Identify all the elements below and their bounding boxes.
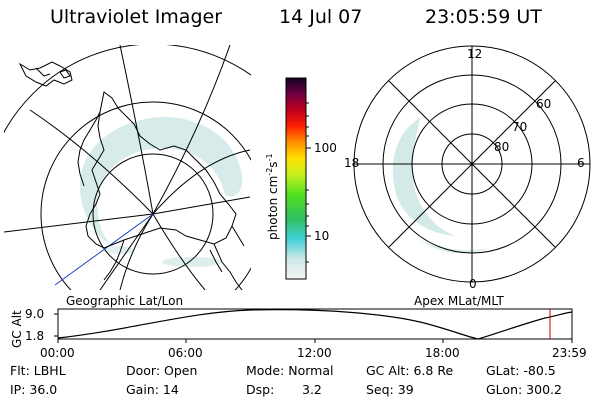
altitude-xtick-0600: 06:00: [168, 346, 203, 360]
date-label: 14 Jul 07: [279, 6, 363, 28]
info-dsp-value: 3.2: [302, 382, 322, 397]
colorbar-unit-label: photon cm-2s-1: [265, 153, 280, 240]
instrument-title: Ultraviolet Imager: [50, 6, 223, 28]
info-ip: IP: 36.0: [10, 382, 58, 397]
altitude-ytick-1-8: 1.8: [25, 329, 45, 343]
info-filter: Flt: LBHL: [10, 363, 66, 378]
colorbar-tick-100: 100: [314, 141, 337, 155]
aurora-oval-left: [79, 117, 243, 267]
mlt-label-18: 18: [344, 156, 360, 170]
unit-photon-cm: photon cm: [266, 175, 280, 240]
geographic-map: [4, 45, 251, 290]
altitude-xtick-2359: 23:59: [552, 346, 587, 360]
altitude-curve: [57, 309, 573, 340]
info-dsp-label: Dsp:: [246, 382, 275, 397]
aurora-oval-right: [392, 118, 490, 254]
mlat-label-60: 60: [536, 97, 552, 111]
unit-s: s: [266, 161, 280, 168]
info-mode: Mode: Normal: [246, 363, 334, 378]
unit-sup-s: -1: [265, 153, 274, 162]
info-gain: Gain: 14: [126, 382, 179, 397]
colorbar-tick-10: 10: [314, 229, 330, 243]
time-label: 23:05:59 UT: [425, 6, 542, 28]
mlt-label-6: 6: [577, 156, 585, 170]
altitude-xtick-1800: 18:00: [425, 346, 460, 360]
colorbar: [285, 77, 307, 280]
mlat-label-80: 80: [494, 140, 510, 154]
altitude-ytick-9: 9.0: [25, 307, 45, 321]
coastlines: [18, 61, 245, 290]
right-map-caption: Apex MLat/MLT: [414, 294, 504, 308]
altitude-xtick-1200: 12:00: [297, 346, 332, 360]
mlt-label-12: 12: [467, 47, 483, 61]
info-glon: GLon: 300.2: [486, 382, 562, 397]
altitude-plot: [54, 308, 573, 343]
mlat-label-70: 70: [512, 120, 528, 134]
info-glat: GLat: -80.5: [486, 363, 556, 378]
unit-sup-cm: -2: [265, 167, 274, 176]
mlt-label-0: 0: [469, 277, 477, 291]
left-map-caption: Geographic Lat/Lon: [66, 294, 184, 308]
apex-map: [353, 45, 591, 283]
altitude-ylabel: GC Alt: [10, 310, 24, 348]
info-door: Door: Open: [126, 363, 198, 378]
altitude-xtick-0000: 00:00: [40, 346, 75, 360]
info-seq: Seq: 39: [366, 382, 414, 397]
info-gc-alt: GC Alt: 6.8 Re: [366, 363, 454, 378]
